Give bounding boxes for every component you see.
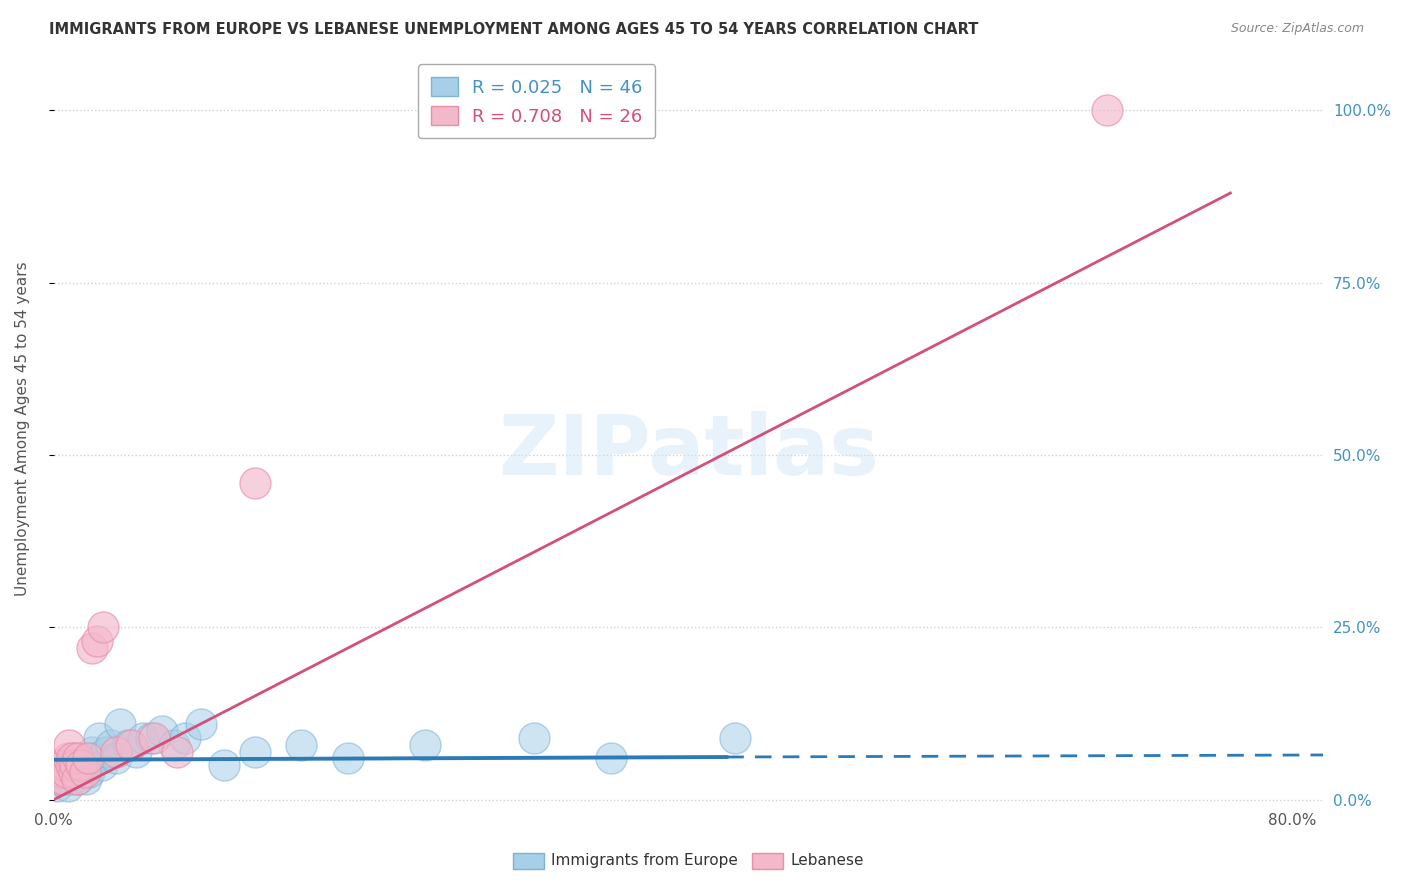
Point — [84, 751, 107, 765]
Point — [67, 751, 90, 765]
Point — [80, 751, 103, 765]
Text: IMMIGRANTS FROM EUROPE VS LEBANESE UNEMPLOYMENT AMONG AGES 45 TO 54 YEARS CORREL: IMMIGRANTS FROM EUROPE VS LEBANESE UNEMP… — [49, 22, 979, 37]
Point — [62, 765, 84, 780]
Point — [66, 772, 89, 786]
Point — [52, 772, 75, 786]
Point — [73, 765, 96, 780]
Point — [75, 772, 97, 786]
Point — [65, 758, 87, 772]
Point — [53, 758, 76, 772]
Point — [70, 765, 93, 780]
Point — [212, 758, 235, 772]
Point — [62, 751, 84, 765]
Text: Lebanese: Lebanese — [790, 854, 863, 868]
Point — [77, 765, 100, 780]
Point — [82, 744, 104, 758]
Point — [67, 772, 90, 786]
Point — [59, 772, 82, 786]
Point — [55, 765, 77, 780]
Point — [76, 758, 98, 772]
Point — [58, 738, 80, 752]
Text: Immigrants from Europe: Immigrants from Europe — [551, 854, 738, 868]
Point — [49, 758, 72, 772]
Point — [413, 738, 436, 752]
Point — [60, 751, 83, 765]
Point — [66, 758, 89, 772]
Point — [49, 772, 72, 786]
Point — [108, 717, 131, 731]
Point — [124, 744, 146, 758]
Point — [58, 758, 80, 772]
Text: ZIPatlas: ZIPatlas — [498, 411, 879, 492]
Point — [53, 758, 76, 772]
Point — [65, 765, 87, 780]
Point — [55, 765, 77, 780]
Point — [600, 751, 623, 765]
Point — [45, 772, 67, 786]
Point — [243, 744, 266, 758]
Point — [82, 641, 104, 656]
Point — [70, 758, 93, 772]
Point — [76, 751, 98, 765]
Point — [91, 620, 114, 634]
Point — [166, 744, 188, 758]
Point — [174, 731, 197, 745]
Point — [45, 779, 67, 793]
Point — [190, 717, 212, 731]
Point — [243, 475, 266, 490]
Point — [143, 731, 166, 745]
Point — [59, 758, 82, 772]
Point — [290, 738, 312, 752]
Point — [104, 751, 127, 765]
Point — [1095, 103, 1118, 118]
Point — [141, 731, 163, 745]
Point — [336, 751, 359, 765]
Point — [150, 723, 173, 738]
Point — [73, 765, 96, 780]
Point — [90, 758, 112, 772]
Point — [52, 772, 75, 786]
Y-axis label: Unemployment Among Ages 45 to 54 years: Unemployment Among Ages 45 to 54 years — [15, 262, 30, 597]
Point — [87, 731, 110, 745]
Point — [132, 731, 155, 745]
Point — [51, 765, 73, 780]
Point — [100, 738, 122, 752]
Point — [724, 731, 747, 745]
Point — [163, 738, 186, 752]
Point — [96, 744, 118, 758]
Point — [120, 738, 142, 752]
Point — [56, 779, 79, 793]
Point — [60, 765, 83, 780]
Point — [117, 738, 139, 752]
Point — [104, 744, 127, 758]
Point — [51, 765, 73, 780]
Point — [72, 758, 94, 772]
Point — [86, 634, 108, 648]
Legend: R = 0.025   N = 46, R = 0.708   N = 26: R = 0.025 N = 46, R = 0.708 N = 26 — [418, 64, 655, 138]
Point — [523, 731, 546, 745]
Point — [69, 751, 91, 765]
Text: Source: ZipAtlas.com: Source: ZipAtlas.com — [1230, 22, 1364, 36]
Point — [56, 751, 79, 765]
